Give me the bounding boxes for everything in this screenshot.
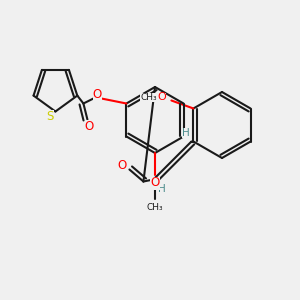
- Text: O: O: [93, 88, 102, 101]
- Text: O: O: [118, 159, 127, 172]
- Text: O: O: [85, 120, 94, 133]
- Text: S: S: [47, 110, 54, 123]
- Text: CH₃: CH₃: [140, 93, 157, 102]
- Text: H: H: [182, 128, 189, 137]
- Text: H: H: [158, 184, 165, 194]
- Text: O: O: [150, 176, 160, 190]
- Text: CH₃: CH₃: [147, 202, 163, 211]
- Text: O: O: [157, 92, 166, 103]
